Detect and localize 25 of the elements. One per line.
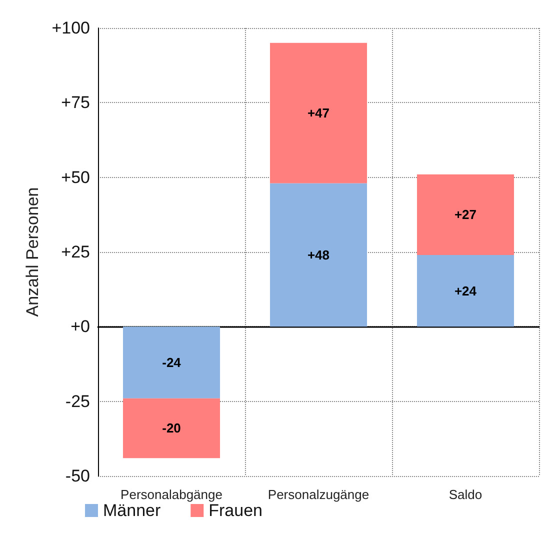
bar: [270, 42, 368, 184]
y-tick-label: +50: [61, 168, 90, 187]
bar: [122, 398, 220, 458]
bar: [416, 174, 514, 255]
bar: [416, 254, 514, 327]
x-tick-label: Personalzugänge: [268, 487, 370, 502]
data-label: +27: [454, 207, 477, 222]
data-label: -20: [162, 420, 181, 436]
x-tick-label: Personalabgänge: [120, 487, 222, 502]
y-tick-label: +0: [70, 317, 90, 336]
data-label: +24: [454, 283, 478, 298]
bar: [122, 326, 220, 398]
bar: [270, 183, 368, 327]
y-tick-label: +25: [61, 242, 90, 262]
x-tick-label: Saldo: [448, 487, 482, 502]
y-tick-label: +100: [52, 18, 90, 38]
legend-label: Männer: [103, 501, 161, 520]
y-tick-label: -25: [65, 392, 90, 411]
legend-label: Frauen: [208, 501, 263, 520]
y-tick-label: +75: [61, 93, 90, 112]
data-label: +47: [307, 106, 330, 121]
y-axis-title: Anzahl Personen: [22, 187, 42, 317]
data-label: +48: [307, 247, 330, 262]
data-label: -24: [162, 355, 182, 370]
y-tick-label: -50: [65, 466, 90, 486]
